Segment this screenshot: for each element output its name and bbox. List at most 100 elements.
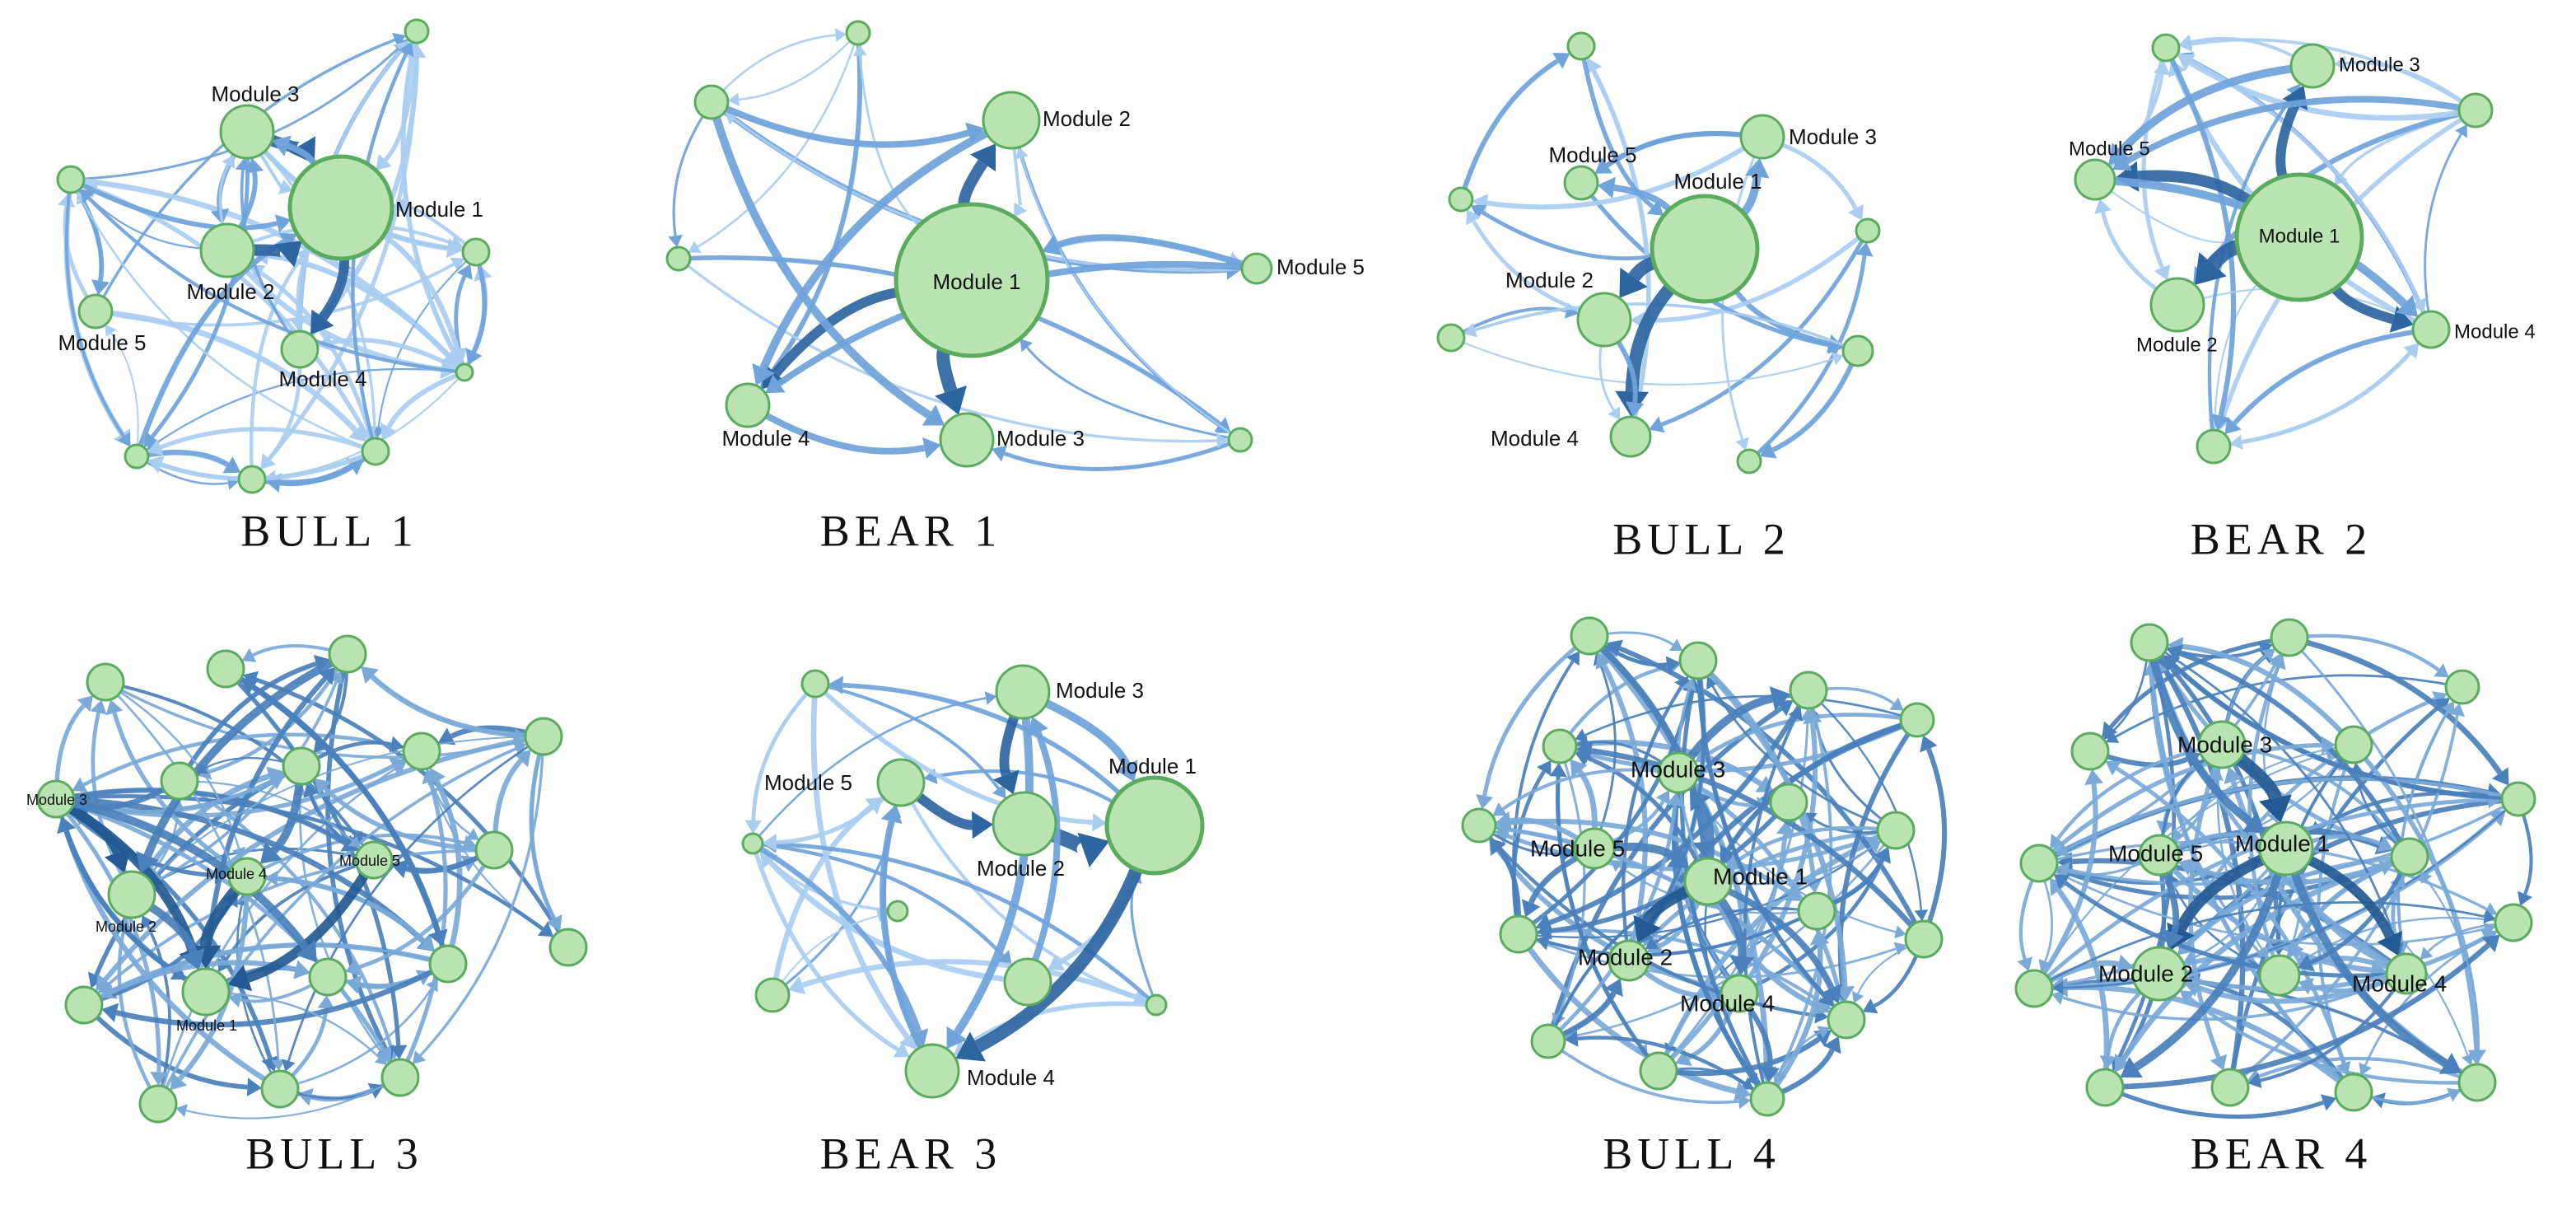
label-layer: Module 3 Module 1 Module 2 Module 5 Module 4… — [26, 54, 2536, 1178]
node — [2074, 158, 2116, 201]
edge-arrow — [1595, 652, 1613, 671]
panel-title: BEAR 3 — [820, 1129, 1002, 1178]
edge-arrow — [1706, 676, 1720, 690]
edge-arrow — [260, 453, 276, 470]
edge-arrow — [1655, 790, 1670, 806]
edge-arrow — [310, 309, 334, 335]
node — [280, 330, 320, 369]
edge-arrow — [1610, 859, 1624, 872]
node — [995, 664, 1051, 720]
edge-arrow — [752, 363, 775, 386]
edge-arrow — [1784, 885, 1802, 901]
edge — [1003, 442, 1230, 471]
edge — [1718, 897, 1747, 957]
edge — [2018, 879, 2034, 960]
edge-arrow — [955, 1031, 987, 1062]
node-label: Module 4 — [2454, 320, 2536, 343]
edge-arrow — [1855, 241, 1874, 257]
edge-arrow — [1645, 936, 1659, 950]
edge-arrow — [348, 835, 361, 848]
node — [287, 154, 394, 261]
edge-arrow — [278, 233, 297, 250]
node — [2411, 310, 2451, 349]
edge — [268, 42, 419, 460]
edge-arrow — [105, 325, 117, 338]
node-label: Module 4 — [722, 426, 810, 451]
edge — [1696, 678, 1827, 998]
edge — [2051, 742, 2322, 853]
edge-arrow — [1822, 984, 1841, 1004]
node — [845, 20, 871, 46]
edge-arrow — [2103, 727, 2117, 740]
edge — [110, 943, 431, 993]
edge — [1561, 1049, 1739, 1105]
node — [282, 746, 321, 786]
edge — [1482, 646, 1577, 797]
edge — [1472, 219, 1580, 313]
edge — [400, 42, 456, 353]
edge-arrow — [2195, 252, 2227, 285]
edge-arrow — [2017, 956, 2033, 972]
edge — [1676, 1036, 1821, 1077]
node — [2197, 720, 2247, 769]
edge-arrow — [2053, 874, 2070, 890]
edge-arrow — [90, 699, 107, 715]
node — [1461, 807, 1497, 844]
edge-arrow — [1476, 794, 1494, 810]
node — [1720, 974, 1759, 1013]
node-label: Module 3 — [1631, 756, 1725, 782]
node — [1827, 1000, 1866, 1040]
edge — [330, 337, 459, 371]
edge-arrow — [278, 179, 293, 194]
node — [2334, 725, 2373, 764]
node — [2138, 834, 2181, 876]
node-label: Module 3 — [2339, 54, 2420, 76]
edge — [2043, 880, 2054, 962]
edge-arrow — [1077, 832, 1110, 867]
edge-arrow — [1566, 651, 1580, 666]
edge — [1754, 858, 1885, 988]
edge — [2062, 979, 2389, 1021]
edge — [1715, 900, 1818, 1008]
edge — [2370, 1093, 2451, 1105]
edge — [2056, 888, 2110, 1070]
edge-arrow — [261, 1055, 279, 1073]
edge — [357, 864, 487, 970]
edge-arrow — [1521, 899, 1541, 918]
edge — [782, 914, 879, 983]
node-layer — [36, 18, 2536, 1124]
node — [548, 928, 588, 967]
edge-arrow — [1760, 1066, 1780, 1083]
node — [181, 967, 231, 1017]
node — [1530, 1023, 1566, 1059]
edge-arrow — [2056, 862, 2070, 877]
edge-arrow — [222, 456, 241, 474]
edge — [1622, 685, 1683, 942]
edge-arrow — [1893, 942, 1907, 956]
edge-arrow — [2420, 947, 2434, 960]
edge-arrow — [992, 769, 1020, 795]
edge — [156, 736, 526, 874]
edge-arrow — [2298, 954, 2314, 971]
node — [2385, 952, 2428, 995]
edge — [2300, 650, 2477, 1054]
edge-arrow — [2051, 990, 2065, 1005]
edge — [858, 55, 920, 227]
edge — [1602, 664, 1649, 942]
node-label: Module 5 — [339, 853, 400, 869]
edge-arrow — [1536, 934, 1551, 951]
edge — [1616, 340, 1638, 403]
edge-arrow — [1549, 762, 1567, 778]
edge-arrow — [1832, 352, 1844, 366]
edge — [218, 164, 230, 225]
node — [1789, 671, 1828, 710]
edge-arrow — [1729, 956, 1755, 976]
edge — [434, 779, 463, 947]
node-label: Module 1 — [176, 1017, 237, 1034]
edge-arrow — [295, 940, 317, 963]
edge-arrow — [105, 699, 124, 716]
panel-title: BEAR 2 — [2191, 514, 2373, 563]
edge-arrow — [762, 834, 777, 852]
edge-arrow — [1776, 820, 1794, 836]
edge-arrow — [548, 916, 562, 932]
